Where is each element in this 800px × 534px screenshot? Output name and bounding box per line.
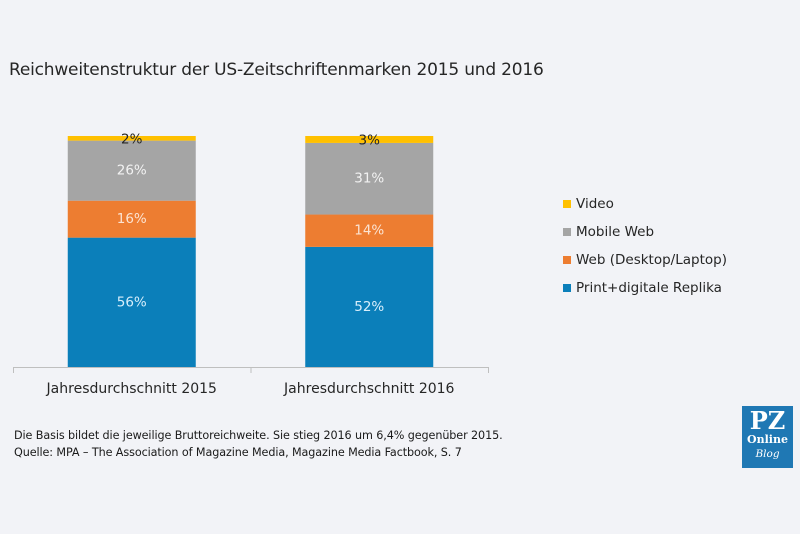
data-label: 52% — [354, 299, 384, 315]
logo-blog: Blog — [755, 448, 780, 460]
category-label: Jahresdurchschnitt 2016 — [283, 381, 454, 397]
data-label: 56% — [117, 294, 147, 310]
legend-label: Mobile Web — [576, 224, 655, 240]
bar-segment-web-desktop-laptop--0 — [67, 200, 196, 238]
category-label: Jahresdurchschnitt 2015 — [46, 381, 217, 397]
data-label: 26% — [117, 163, 147, 179]
pz-online-blog-logo[interactable]: PZ Online Blog — [742, 406, 793, 468]
bar-segment-mobile-web-0 — [67, 140, 196, 201]
bar-segment-video-0 — [67, 136, 196, 141]
bar-segment-print-digitale-replika-1 — [305, 246, 434, 367]
chart-legend: Video Mobile Web Web (Desktop/Laptop) Print… — [563, 190, 727, 302]
logo-online: Online — [747, 433, 788, 446]
legend-item: Print+digitale Replika — [563, 274, 727, 302]
footnote-basis: Die Basis bildet die jeweilige Bruttorei… — [14, 429, 503, 442]
legend-swatch — [563, 256, 571, 264]
legend-label: Web (Desktop/Laptop) — [576, 252, 727, 268]
bar-segment-mobile-web-1 — [305, 142, 434, 215]
bar-segment-print-digitale-replika-0 — [67, 237, 196, 367]
legend-swatch — [563, 284, 571, 292]
chart-title: Reichweitenstruktur der US-Zeitschriften… — [9, 60, 544, 80]
data-label: 3% — [359, 132, 381, 148]
footnote-source: Quelle: MPA – The Association of Magazin… — [14, 446, 462, 459]
legend-item: Video — [563, 190, 727, 218]
data-label: 16% — [117, 211, 147, 227]
bar-segment-web-desktop-laptop--1 — [305, 214, 434, 247]
legend-label: Print+digitale Replika — [576, 280, 722, 296]
legend-item: Web (Desktop/Laptop) — [563, 246, 727, 274]
legend-swatch — [563, 200, 571, 208]
data-label: 31% — [354, 171, 384, 187]
legend-item: Mobile Web — [563, 218, 727, 246]
legend-label: Video — [576, 196, 614, 212]
bar-segment-video-1 — [305, 136, 434, 143]
data-label: 14% — [354, 223, 384, 239]
footnote: Die Basis bildet die jeweilige Bruttorei… — [14, 427, 503, 461]
data-label: 2% — [121, 131, 143, 147]
logo-pz: PZ — [749, 406, 786, 435]
legend-swatch — [563, 228, 571, 236]
